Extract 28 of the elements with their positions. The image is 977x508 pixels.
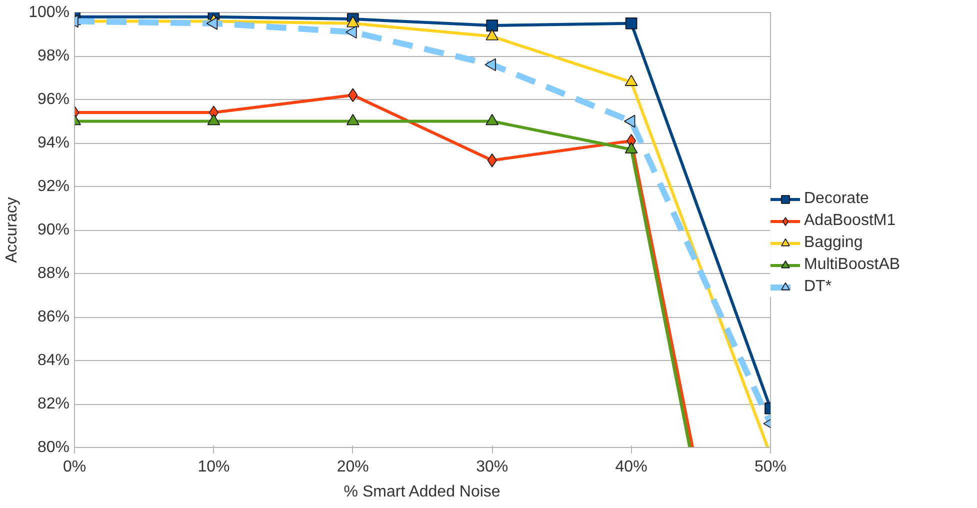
x-tick-label: 40% — [615, 458, 648, 476]
y-tick-label: 94% — [37, 134, 70, 152]
legend-label: Decorate — [804, 190, 869, 208]
legend-label: DT* — [804, 278, 832, 296]
point — [486, 20, 498, 32]
x-tick-label: 10% — [198, 458, 230, 476]
y-tick-label: 100% — [28, 4, 70, 21]
legend-label: AdaBoostM1 — [804, 212, 896, 230]
y-tick-label: 98% — [37, 48, 70, 64]
y-tick-label: 80% — [37, 439, 70, 456]
y-tick-label: 88% — [37, 265, 70, 282]
legend-label: Bagging — [804, 234, 863, 252]
y-tick-label: 82% — [37, 396, 70, 412]
x-tick-label: 50% — [754, 458, 787, 476]
x-tick-label: 20% — [336, 458, 369, 476]
legend-label: MultiBoostAB — [804, 256, 900, 274]
x-tick-label: 0% — [62, 458, 86, 476]
y-axis-title: Accuracy — [4, 197, 21, 263]
point — [487, 154, 497, 168]
x-axis-title: % Smart Added Noise — [344, 484, 500, 500]
y-tick-label: 84% — [37, 352, 70, 369]
x-tick-label: 30% — [476, 458, 508, 476]
y-tick-label: 86% — [37, 308, 70, 326]
point — [484, 58, 496, 72]
y-tick-label: 96% — [37, 91, 70, 108]
point — [624, 114, 636, 128]
y-tick-label: 92% — [37, 178, 70, 195]
y-tick-label: 90% — [37, 222, 70, 238]
